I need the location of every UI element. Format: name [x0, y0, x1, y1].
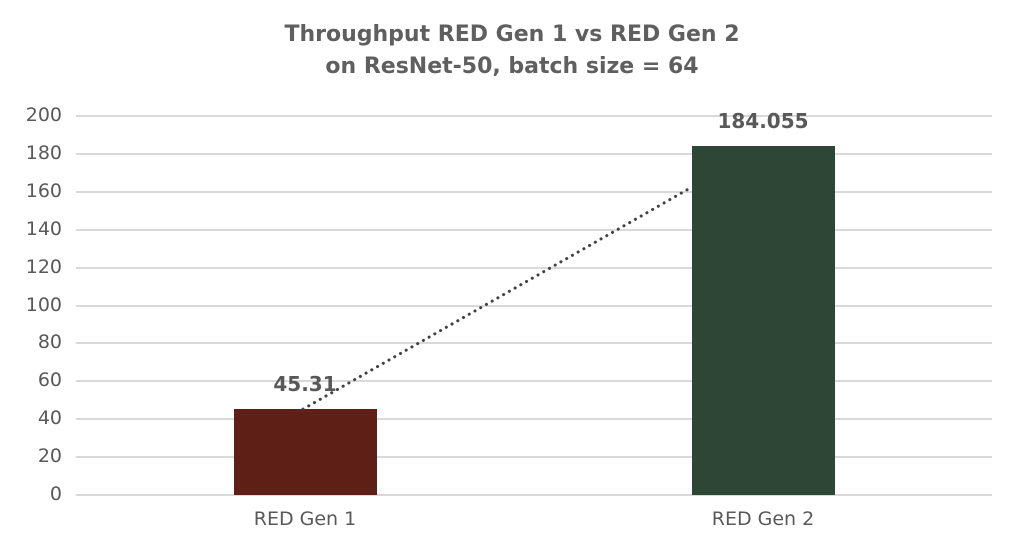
y-axis-tick-label: 100: [25, 293, 62, 316]
gridline: [76, 152, 992, 155]
data-label: 45.31: [273, 372, 337, 397]
gridline: [76, 418, 992, 421]
y-axis-tick-label: 60: [37, 369, 62, 392]
x-axis-category-label: RED Gen 2: [711, 508, 815, 530]
y-axis-tick-label: 40: [37, 407, 62, 430]
gridline: [76, 228, 992, 231]
chart-title-line-1: Throughput RED Gen 1 vs RED Gen 2: [284, 22, 740, 47]
gridline: [76, 304, 992, 307]
y-axis-tick-label: 0: [49, 483, 62, 505]
chart-title-line-2: on ResNet-50, batch size = 64: [325, 54, 699, 79]
y-axis-tick-label: 200: [25, 104, 62, 126]
y-axis-tick-label: 120: [25, 255, 62, 278]
gridline: [76, 190, 992, 193]
gridline: [76, 115, 992, 117]
gridline: [76, 266, 992, 269]
y-axis-tick-label: 180: [25, 141, 62, 164]
gridline: [76, 380, 992, 383]
y-axis-tick-label: 80: [37, 331, 62, 354]
bar-red-gen-1: [233, 409, 377, 495]
gridline: [76, 494, 992, 496]
data-label: 184.055: [717, 109, 809, 134]
x-axis-category-label: RED Gen 1: [253, 508, 357, 530]
bar-red-gen-2: [691, 146, 835, 495]
y-axis-tick-label: 20: [37, 445, 62, 468]
gridline: [76, 342, 992, 345]
y-axis-tick-label: 140: [25, 217, 62, 240]
gridline: [76, 456, 992, 459]
y-axis-tick-label: 160: [25, 179, 62, 202]
